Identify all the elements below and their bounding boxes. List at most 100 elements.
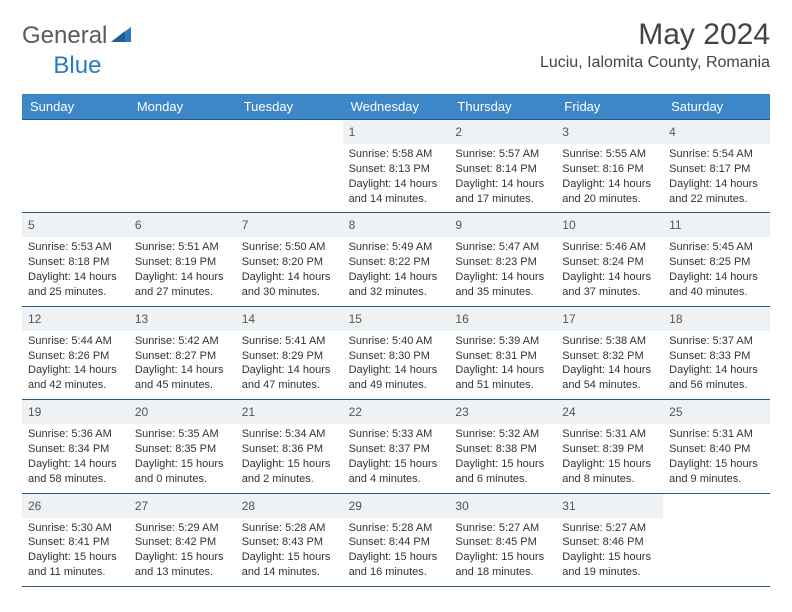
day-number-row: 5 [22, 213, 129, 237]
day-number: 11 [669, 218, 681, 232]
sunrise-line: Sunrise: 5:49 AM [349, 240, 444, 255]
day-number: 2 [455, 125, 462, 139]
day-number: 25 [669, 405, 682, 419]
sunset-line: Sunset: 8:43 PM [242, 535, 337, 550]
sunset-line: Sunset: 8:38 PM [455, 442, 550, 457]
sunrise-line: Sunrise: 5:38 AM [562, 334, 657, 349]
daylight-line: Daylight: 14 hours and 51 minutes. [455, 363, 550, 393]
day-cell: 25 Sunrise: 5:31 AMSunset: 8:40 PMDayligh… [663, 400, 770, 492]
sunset-line: Sunset: 8:13 PM [349, 162, 444, 177]
sunrise-line: Sunrise: 5:39 AM [455, 334, 550, 349]
day-header-cell: Sunday [22, 94, 129, 119]
sunset-line: Sunset: 8:30 PM [349, 349, 444, 364]
day-cell: 15Sunrise: 5:40 AMSunset: 8:30 PMDayligh… [343, 307, 450, 399]
daylight-line: Daylight: 15 hours and 9 minutes. [669, 457, 764, 487]
day-cell: 9Sunrise: 5:47 AMSunset: 8:23 PMDaylight… [449, 213, 556, 305]
sunset-line: Sunset: 8:36 PM [242, 442, 337, 457]
daylight-line: Daylight: 14 hours and 58 minutes. [28, 457, 123, 487]
sunrise-line: Sunrise: 5:31 AM [669, 427, 764, 442]
day-number-row: 16 [449, 307, 556, 331]
sunrise-line: Sunrise: 5:37 AM [669, 334, 764, 349]
daylight-line: Daylight: 14 hours and 54 minutes. [562, 363, 657, 393]
sunset-line: Sunset: 8:41 PM [28, 535, 123, 550]
daylight-line: Daylight: 14 hours and 30 minutes. [242, 270, 337, 300]
sunset-line: Sunset: 8:18 PM [28, 255, 123, 270]
sunset-line: Sunset: 8:39 PM [562, 442, 657, 457]
empty-cell [663, 494, 770, 586]
sunset-line: Sunset: 8:29 PM [242, 349, 337, 364]
sunset-line: Sunset: 8:42 PM [135, 535, 230, 550]
daylight-line: Daylight: 14 hours and 37 minutes. [562, 270, 657, 300]
day-number-row: 13 [129, 307, 236, 331]
sunrise-line: Sunrise: 5:31 AM [562, 427, 657, 442]
sunset-line: Sunset: 8:20 PM [242, 255, 337, 270]
sunrise-line: Sunrise: 5:32 AM [455, 427, 550, 442]
day-number: 28 [242, 499, 255, 513]
sunset-line: Sunset: 8:40 PM [669, 442, 764, 457]
daylight-line: Daylight: 14 hours and 56 minutes. [669, 363, 764, 393]
sunrise-line: Sunrise: 5:36 AM [28, 427, 123, 442]
daylight-line: Daylight: 15 hours and 4 minutes. [349, 457, 444, 487]
day-cell: 28Sunrise: 5:28 AMSunset: 8:43 PMDayligh… [236, 494, 343, 586]
sunrise-line: Sunrise: 5:57 AM [455, 147, 550, 162]
day-number-row: 2 [449, 120, 556, 144]
day-number-row: 29 [343, 494, 450, 518]
daylight-line: Daylight: 14 hours and 14 minutes. [349, 177, 444, 207]
sunrise-line: Sunrise: 5:34 AM [242, 427, 337, 442]
sunrise-line: Sunrise: 5:46 AM [562, 240, 657, 255]
day-number-row: 14 [236, 307, 343, 331]
day-number: 23 [455, 405, 468, 419]
sunset-line: Sunset: 8:44 PM [349, 535, 444, 550]
sunset-line: Sunset: 8:19 PM [135, 255, 230, 270]
day-number-row: 9 [449, 213, 556, 237]
day-header-cell: Saturday [663, 94, 770, 119]
day-number: 16 [455, 312, 468, 326]
logo: General [22, 22, 135, 50]
sunrise-line: Sunrise: 5:40 AM [349, 334, 444, 349]
daylight-line: Daylight: 15 hours and 18 minutes. [455, 550, 550, 580]
day-number: 30 [455, 499, 468, 513]
day-number-row: 23 [449, 400, 556, 424]
sunset-line: Sunset: 8:32 PM [562, 349, 657, 364]
sunrise-line: Sunrise: 5:29 AM [135, 521, 230, 536]
day-number-row: 31 [556, 494, 663, 518]
week-row: 26Sunrise: 5:30 AMSunset: 8:41 PMDayligh… [22, 494, 770, 587]
day-cell: 16Sunrise: 5:39 AMSunset: 8:31 PMDayligh… [449, 307, 556, 399]
day-cell: 10Sunrise: 5:46 AMSunset: 8:24 PMDayligh… [556, 213, 663, 305]
daylight-line: Daylight: 14 hours and 27 minutes. [135, 270, 230, 300]
calendar-weeks: 1Sunrise: 5:58 AMSunset: 8:13 PMDaylight… [22, 119, 770, 587]
sunset-line: Sunset: 8:27 PM [135, 349, 230, 364]
day-number: 7 [242, 218, 249, 232]
daylight-line: Daylight: 14 hours and 40 minutes. [669, 270, 764, 300]
daylight-line: Daylight: 15 hours and 2 minutes. [242, 457, 337, 487]
logo-text-general: General [22, 22, 107, 50]
day-number: 6 [135, 218, 142, 232]
day-number: 17 [562, 312, 575, 326]
day-number-row: 6 [129, 213, 236, 237]
day-header-row: SundayMondayTuesdayWednesdayThursdayFrid… [22, 94, 770, 119]
day-number: 15 [349, 312, 362, 326]
week-row: 19Sunrise: 5:36 AMSunset: 8:34 PMDayligh… [22, 400, 770, 493]
day-cell: 24Sunrise: 5:31 AMSunset: 8:39 PMDayligh… [556, 400, 663, 492]
sunrise-line: Sunrise: 5:28 AM [242, 521, 337, 536]
day-header-cell: Friday [556, 94, 663, 119]
sunrise-line: Sunrise: 5:45 AM [669, 240, 764, 255]
day-header-cell: Wednesday [343, 94, 450, 119]
day-cell: 23Sunrise: 5:32 AMSunset: 8:38 PMDayligh… [449, 400, 556, 492]
day-number-row: 28 [236, 494, 343, 518]
daylight-line: Daylight: 15 hours and 13 minutes. [135, 550, 230, 580]
day-number-row: 25 [663, 400, 770, 424]
day-cell: 11Sunrise: 5:45 AMSunset: 8:25 PMDayligh… [663, 213, 770, 305]
daylight-line: Daylight: 14 hours and 42 minutes. [28, 363, 123, 393]
day-cell: 1Sunrise: 5:58 AMSunset: 8:13 PMDaylight… [343, 120, 450, 212]
day-cell: 17 Sunrise: 5:38 AMSunset: 8:32 PMDayligh… [556, 307, 663, 399]
day-number: 26 [28, 499, 41, 513]
sunset-line: Sunset: 8:16 PM [562, 162, 657, 177]
day-number: 18 [669, 312, 682, 326]
day-cell: 30Sunrise: 5:27 AMSunset: 8:45 PMDayligh… [449, 494, 556, 586]
sunrise-line: Sunrise: 5:58 AM [349, 147, 444, 162]
sunset-line: Sunset: 8:26 PM [28, 349, 123, 364]
day-number-row: 8 [343, 213, 450, 237]
sunrise-line: Sunrise: 5:27 AM [455, 521, 550, 536]
daylight-line: Daylight: 14 hours and 45 minutes. [135, 363, 230, 393]
